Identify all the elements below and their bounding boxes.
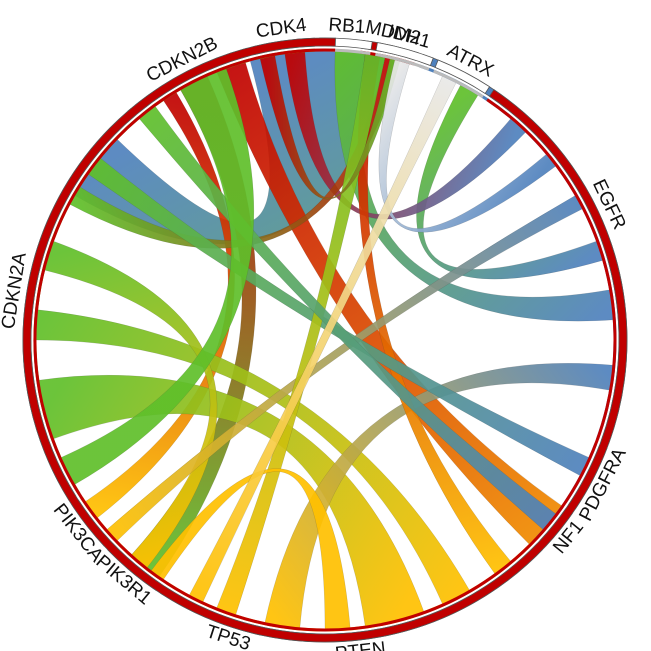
arc-idh1 xyxy=(375,42,434,67)
label-rb1: RB1 xyxy=(328,15,366,39)
arc-track-atrx xyxy=(433,69,484,99)
arc-tp53 xyxy=(22,37,628,643)
arc-track-tp53 xyxy=(33,48,617,632)
ribbon-idh1-egfr xyxy=(378,58,557,233)
ribbons-layer xyxy=(34,49,615,631)
arc-track-idh1 xyxy=(375,52,430,71)
arcs-layer xyxy=(22,37,628,643)
label-cdk4: CDK4 xyxy=(255,15,309,43)
arc-atrx xyxy=(434,59,491,94)
